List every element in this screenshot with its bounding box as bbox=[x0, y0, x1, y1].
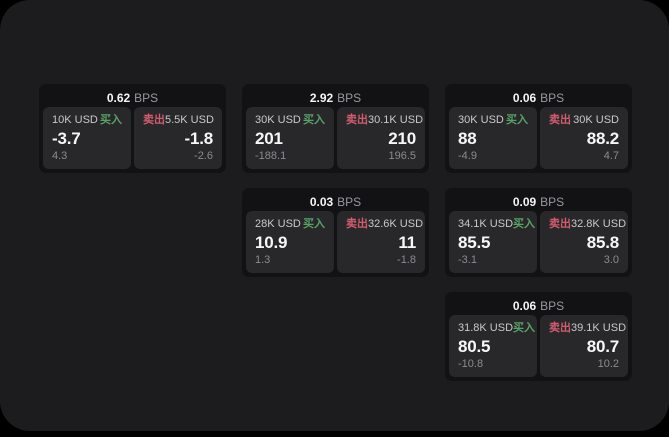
buy-side-tag: 买入 bbox=[513, 218, 536, 230]
buy-amount: 10K USD bbox=[52, 114, 98, 126]
sell-price: 11 bbox=[398, 233, 416, 252]
buy-amount: 34.1K USD bbox=[458, 218, 514, 230]
buy-quote-panel[interactable]: 31.8K USD 买入 80.5 -10.8 bbox=[449, 315, 537, 377]
sell-amount: 32.6K USD bbox=[368, 218, 424, 230]
bps-unit-label: BPS bbox=[134, 90, 159, 105]
card-header: 0.06 BPS bbox=[449, 296, 628, 315]
buy-delta: -188.1 bbox=[255, 150, 287, 162]
card-header: 0.62 BPS bbox=[43, 88, 222, 107]
bps-value: 0.03 bbox=[309, 194, 334, 209]
quote-card: 0.09 BPS 34.1K USD 买入 85.5 -3.1 卖出 32.8K… bbox=[445, 188, 632, 277]
buy-amount: 28K USD bbox=[255, 218, 301, 230]
sell-price: 85.8 bbox=[586, 233, 619, 252]
buy-price: 85.5 bbox=[458, 233, 491, 252]
buy-delta: -3.1 bbox=[458, 254, 477, 266]
bps-unit-label: BPS bbox=[540, 90, 565, 105]
buy-price: -3.7 bbox=[52, 129, 81, 148]
sell-price: 88.2 bbox=[586, 129, 619, 148]
quote-card: 0.62 BPS 10K USD 买入 -3.7 4.3 卖出 5.5K USD… bbox=[39, 84, 226, 173]
quote-card: 2.92 BPS 30K USD 买入 201 -188.1 卖出 30.1K … bbox=[242, 84, 429, 173]
buy-side-tag: 买入 bbox=[506, 114, 528, 126]
buy-price: 10.9 bbox=[255, 233, 288, 252]
sell-price: 80.7 bbox=[586, 337, 619, 356]
bps-value: 2.92 bbox=[309, 90, 334, 105]
buy-quote-panel[interactable]: 34.1K USD 买入 85.5 -3.1 bbox=[449, 211, 537, 273]
quote-card: 0.06 BPS 31.8K USD 买入 80.5 -10.8 卖出 39.1… bbox=[445, 292, 632, 381]
buy-amount: 30K USD bbox=[458, 114, 504, 126]
card-header: 0.09 BPS bbox=[449, 192, 628, 211]
card-body: 28K USD 买入 10.9 1.3 卖出 32.6K USD 11 -1.8 bbox=[246, 211, 425, 273]
sell-side-tag: 卖出 bbox=[346, 114, 368, 126]
buy-quote-panel[interactable]: 30K USD 买入 88 -4.9 bbox=[449, 107, 537, 169]
buy-amount: 30K USD bbox=[255, 114, 301, 126]
buy-side-tag: 买入 bbox=[303, 218, 325, 230]
sell-side-tag: 卖出 bbox=[143, 114, 165, 126]
sell-amount: 32.8K USD bbox=[571, 218, 627, 230]
sell-quote-panel[interactable]: 卖出 32.8K USD 85.8 3.0 bbox=[540, 211, 628, 273]
card-body: 30K USD 买入 88 -4.9 卖出 30K USD 88.2 4.7 bbox=[449, 107, 628, 169]
card-header: 0.03 BPS bbox=[246, 192, 425, 211]
buy-side-tag: 买入 bbox=[303, 114, 325, 126]
bps-unit-label: BPS bbox=[337, 194, 362, 209]
buy-side-tag: 买入 bbox=[100, 114, 122, 126]
card-body: 34.1K USD 买入 85.5 -3.1 卖出 32.8K USD 85.8… bbox=[449, 211, 628, 273]
buy-delta: -4.9 bbox=[458, 150, 477, 162]
card-body: 31.8K USD 买入 80.5 -10.8 卖出 39.1K USD 80.… bbox=[449, 315, 628, 377]
sell-quote-panel[interactable]: 卖出 30.1K USD 210 196.5 bbox=[337, 107, 425, 169]
sell-price: -1.8 bbox=[184, 129, 214, 148]
sell-quote-panel[interactable]: 卖出 39.1K USD 80.7 10.2 bbox=[540, 315, 628, 377]
sell-delta: -1.8 bbox=[397, 254, 416, 266]
card-header: 0.06 BPS bbox=[449, 88, 628, 107]
card-header: 2.92 BPS bbox=[246, 88, 425, 107]
sell-delta: 10.2 bbox=[597, 358, 619, 370]
buy-quote-panel[interactable]: 10K USD 买入 -3.7 4.3 bbox=[43, 107, 131, 169]
sell-delta: 4.7 bbox=[603, 150, 619, 162]
card-body: 10K USD 买入 -3.7 4.3 卖出 5.5K USD -1.8 -2.… bbox=[43, 107, 222, 169]
bps-value: 0.06 bbox=[512, 298, 537, 313]
bps-unit-label: BPS bbox=[540, 298, 565, 313]
sell-delta: 3.0 bbox=[603, 254, 619, 266]
sell-side-tag: 卖出 bbox=[549, 114, 571, 126]
quote-card-grid: 0.62 BPS 10K USD 买入 -3.7 4.3 卖出 5.5K USD… bbox=[39, 84, 632, 381]
buy-amount: 31.8K USD bbox=[458, 322, 514, 334]
bps-value: 0.09 bbox=[512, 194, 537, 209]
card-body: 30K USD 买入 201 -188.1 卖出 30.1K USD 210 1… bbox=[246, 107, 425, 169]
sell-quote-panel[interactable]: 卖出 30K USD 88.2 4.7 bbox=[540, 107, 628, 169]
buy-side-tag: 买入 bbox=[513, 322, 536, 334]
sell-side-tag: 卖出 bbox=[549, 218, 571, 230]
buy-delta: -10.8 bbox=[458, 358, 484, 370]
bps-unit-label: BPS bbox=[337, 90, 362, 105]
sell-amount: 30.1K USD bbox=[368, 114, 424, 126]
sell-delta: -2.6 bbox=[194, 150, 213, 162]
quote-card: 0.03 BPS 28K USD 买入 10.9 1.3 卖出 32.6K US… bbox=[242, 188, 429, 277]
sell-quote-panel[interactable]: 卖出 5.5K USD -1.8 -2.6 bbox=[134, 107, 222, 169]
buy-price: 80.5 bbox=[458, 337, 491, 356]
bps-value: 0.62 bbox=[106, 90, 131, 105]
sell-quote-panel[interactable]: 卖出 32.6K USD 11 -1.8 bbox=[337, 211, 425, 273]
buy-quote-panel[interactable]: 30K USD 买入 201 -188.1 bbox=[246, 107, 334, 169]
buy-quote-panel[interactable]: 28K USD 买入 10.9 1.3 bbox=[246, 211, 334, 273]
sell-amount: 39.1K USD bbox=[571, 322, 627, 334]
quote-card: 0.06 BPS 30K USD 买入 88 -4.9 卖出 30K USD 8… bbox=[445, 84, 632, 173]
buy-price: 201 bbox=[255, 129, 283, 148]
bps-unit-label: BPS bbox=[540, 194, 565, 209]
sell-price: 210 bbox=[388, 129, 416, 148]
sell-side-tag: 卖出 bbox=[346, 218, 368, 230]
sell-delta: 196.5 bbox=[388, 150, 416, 162]
sell-side-tag: 卖出 bbox=[549, 322, 571, 334]
bps-value: 0.06 bbox=[512, 90, 537, 105]
buy-price: 88 bbox=[458, 129, 477, 148]
sell-amount: 5.5K USD bbox=[165, 114, 214, 126]
buy-delta: 1.3 bbox=[255, 254, 271, 266]
sell-amount: 30K USD bbox=[573, 114, 619, 126]
buy-delta: 4.3 bbox=[52, 150, 68, 162]
